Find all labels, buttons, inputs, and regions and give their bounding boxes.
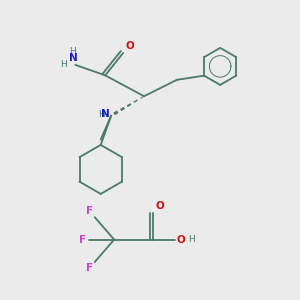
Text: O: O [125,40,134,51]
Text: F: F [85,206,93,216]
Text: O: O [155,201,164,211]
Text: H: H [188,235,195,244]
Text: H: H [98,110,105,119]
Text: F: F [79,235,86,244]
Text: F: F [85,263,93,274]
Text: N: N [69,52,77,62]
Text: H: H [60,60,66,69]
Text: O: O [176,235,185,244]
Text: N: N [101,109,110,119]
Text: H: H [70,47,76,56]
